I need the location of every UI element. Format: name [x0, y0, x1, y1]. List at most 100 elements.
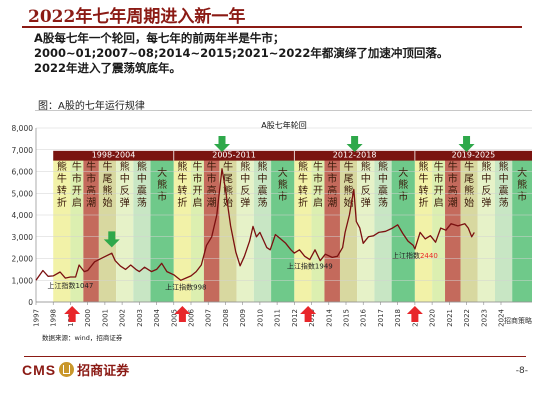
phase-label-char: 启 [192, 196, 202, 209]
phase-label-char: 启 [434, 196, 444, 209]
up-arrow-icon [174, 306, 191, 322]
phase-label-char: 始 [464, 196, 474, 209]
phase-label-char: 折 [419, 196, 429, 209]
phase-label-char: 熊 [499, 160, 509, 173]
phase-label-char: 弹 [481, 196, 491, 209]
phase-label-char: 牛 [102, 160, 112, 173]
phase-label-char: 熊 [102, 184, 112, 197]
phase-label-char: 中 [120, 172, 130, 185]
x-tick-label: 2023 [480, 309, 488, 327]
phase-band [477, 158, 495, 302]
phase-label-char: 反 [240, 185, 250, 197]
phase-label-char: 熊 [398, 178, 408, 191]
chart-source-tag: 招商策略 [504, 317, 532, 325]
phase-label-char: 市 [157, 190, 167, 203]
phase-label-char: 弹 [240, 196, 250, 209]
phase-label-char: 震 [378, 185, 388, 197]
logo-chinese: 招商证券 [77, 364, 130, 379]
phase-band [236, 158, 254, 302]
x-tick-label: 2000 [84, 309, 92, 327]
phase-label-char: 牛 [448, 160, 458, 173]
y-tick-label: 5,000 [12, 189, 34, 198]
low-point-annotation: 上江指数998 [165, 282, 206, 291]
phase-band [150, 158, 174, 302]
x-tick-label: 2003 [136, 309, 144, 327]
phase-label-char: 高 [207, 184, 217, 197]
y-tick-label: 0 [28, 298, 33, 307]
phase-label-char: 开 [313, 186, 323, 197]
footer-divider [24, 356, 526, 357]
phase-band [98, 158, 117, 302]
phase-band [432, 158, 446, 302]
phase-label-char: 转 [57, 184, 67, 197]
phase-band [445, 158, 461, 302]
phase-label-char: 熊 [298, 160, 308, 173]
phase-label-char: 市 [207, 172, 217, 185]
phase-label-char: 市 [72, 172, 82, 185]
x-tick-label: 2021 [446, 309, 454, 327]
phase-label-char: 高 [86, 184, 96, 197]
phase-label-char: 反 [481, 185, 491, 197]
x-tick-label: 2001 [101, 309, 109, 327]
phase-label-char: 大 [517, 166, 527, 179]
phase-label-char: 潮 [207, 196, 217, 209]
x-tick-label: 2024 [498, 308, 506, 326]
page-number: -8- [515, 366, 528, 376]
cycle-header-bar [53, 150, 532, 161]
phase-label-char: 尾 [344, 173, 354, 185]
phase-label-char: 市 [278, 190, 288, 203]
phase-band [294, 158, 312, 302]
x-tick-label: 2009 [239, 309, 247, 327]
up-arrow-icon [406, 306, 423, 322]
intro-text: A股每七年一个轮回，每七年的前两年半是牛市； 2000~01;2007~08;2… [34, 31, 544, 76]
phase-label-char: 高 [448, 184, 458, 197]
phase-label-char: 中 [481, 172, 491, 185]
phase-band [414, 158, 433, 302]
logo-mark-icon [59, 362, 75, 377]
phase-label-char: 牛 [207, 160, 217, 173]
low-point-annotation: 上江指数1047 [48, 281, 94, 290]
phase-label-char: 震 [137, 185, 147, 197]
x-tick-label: 2020 [429, 309, 437, 327]
phase-label-char: 转 [298, 184, 308, 197]
phase-label-char: 熊 [223, 184, 233, 197]
phase-label-char: 震 [257, 185, 267, 197]
phase-label-char: 转 [177, 184, 187, 197]
page-title: 2022年七年周期进入新一年 [28, 7, 246, 27]
x-tick-label: 1998 [50, 309, 58, 327]
y-tick-label: 4,000 [12, 211, 34, 220]
phase-label-char: 熊 [419, 160, 429, 173]
index-series-line [35, 168, 475, 281]
phase-label-char: 中 [378, 172, 388, 185]
phase-label-char: 牛 [344, 160, 354, 173]
phase-band [53, 158, 71, 302]
phase-label-char: 市 [313, 172, 323, 185]
cycle-label: 2005-2011 [212, 151, 256, 160]
phase-label-char: 熊 [361, 160, 371, 173]
x-tick-label: 2002 [119, 309, 127, 327]
phase-label-char: 高 [327, 184, 337, 197]
phase-label-char: 大 [278, 166, 288, 179]
x-tick-label: 2006 [188, 308, 196, 326]
x-tick-label: 2016 [360, 308, 368, 326]
phase-label-char: 牛 [464, 160, 474, 173]
phase-band [83, 158, 99, 302]
phase-band [324, 158, 340, 302]
down-arrow-icon [346, 136, 363, 152]
phase-band [374, 158, 392, 302]
phase-label-char: 启 [313, 196, 323, 209]
x-tick-label: 2004 [153, 308, 161, 326]
x-tick-label: 2017 [377, 309, 385, 327]
phase-label-char: 大 [398, 166, 408, 179]
phase-label-char: 市 [192, 172, 202, 185]
phase-band [512, 158, 532, 302]
phase-label-char: 市 [327, 172, 337, 185]
phase-label-char: 牛 [57, 172, 67, 185]
phase-label-char: 反 [361, 185, 371, 197]
phase-label-char: 牛 [177, 172, 187, 185]
low-point-annotation: 上江指数2440 [392, 251, 438, 260]
phase-label-char: 弹 [361, 196, 371, 209]
x-tick-label: 1997 [33, 309, 41, 327]
phase-label-char: 开 [192, 186, 202, 197]
